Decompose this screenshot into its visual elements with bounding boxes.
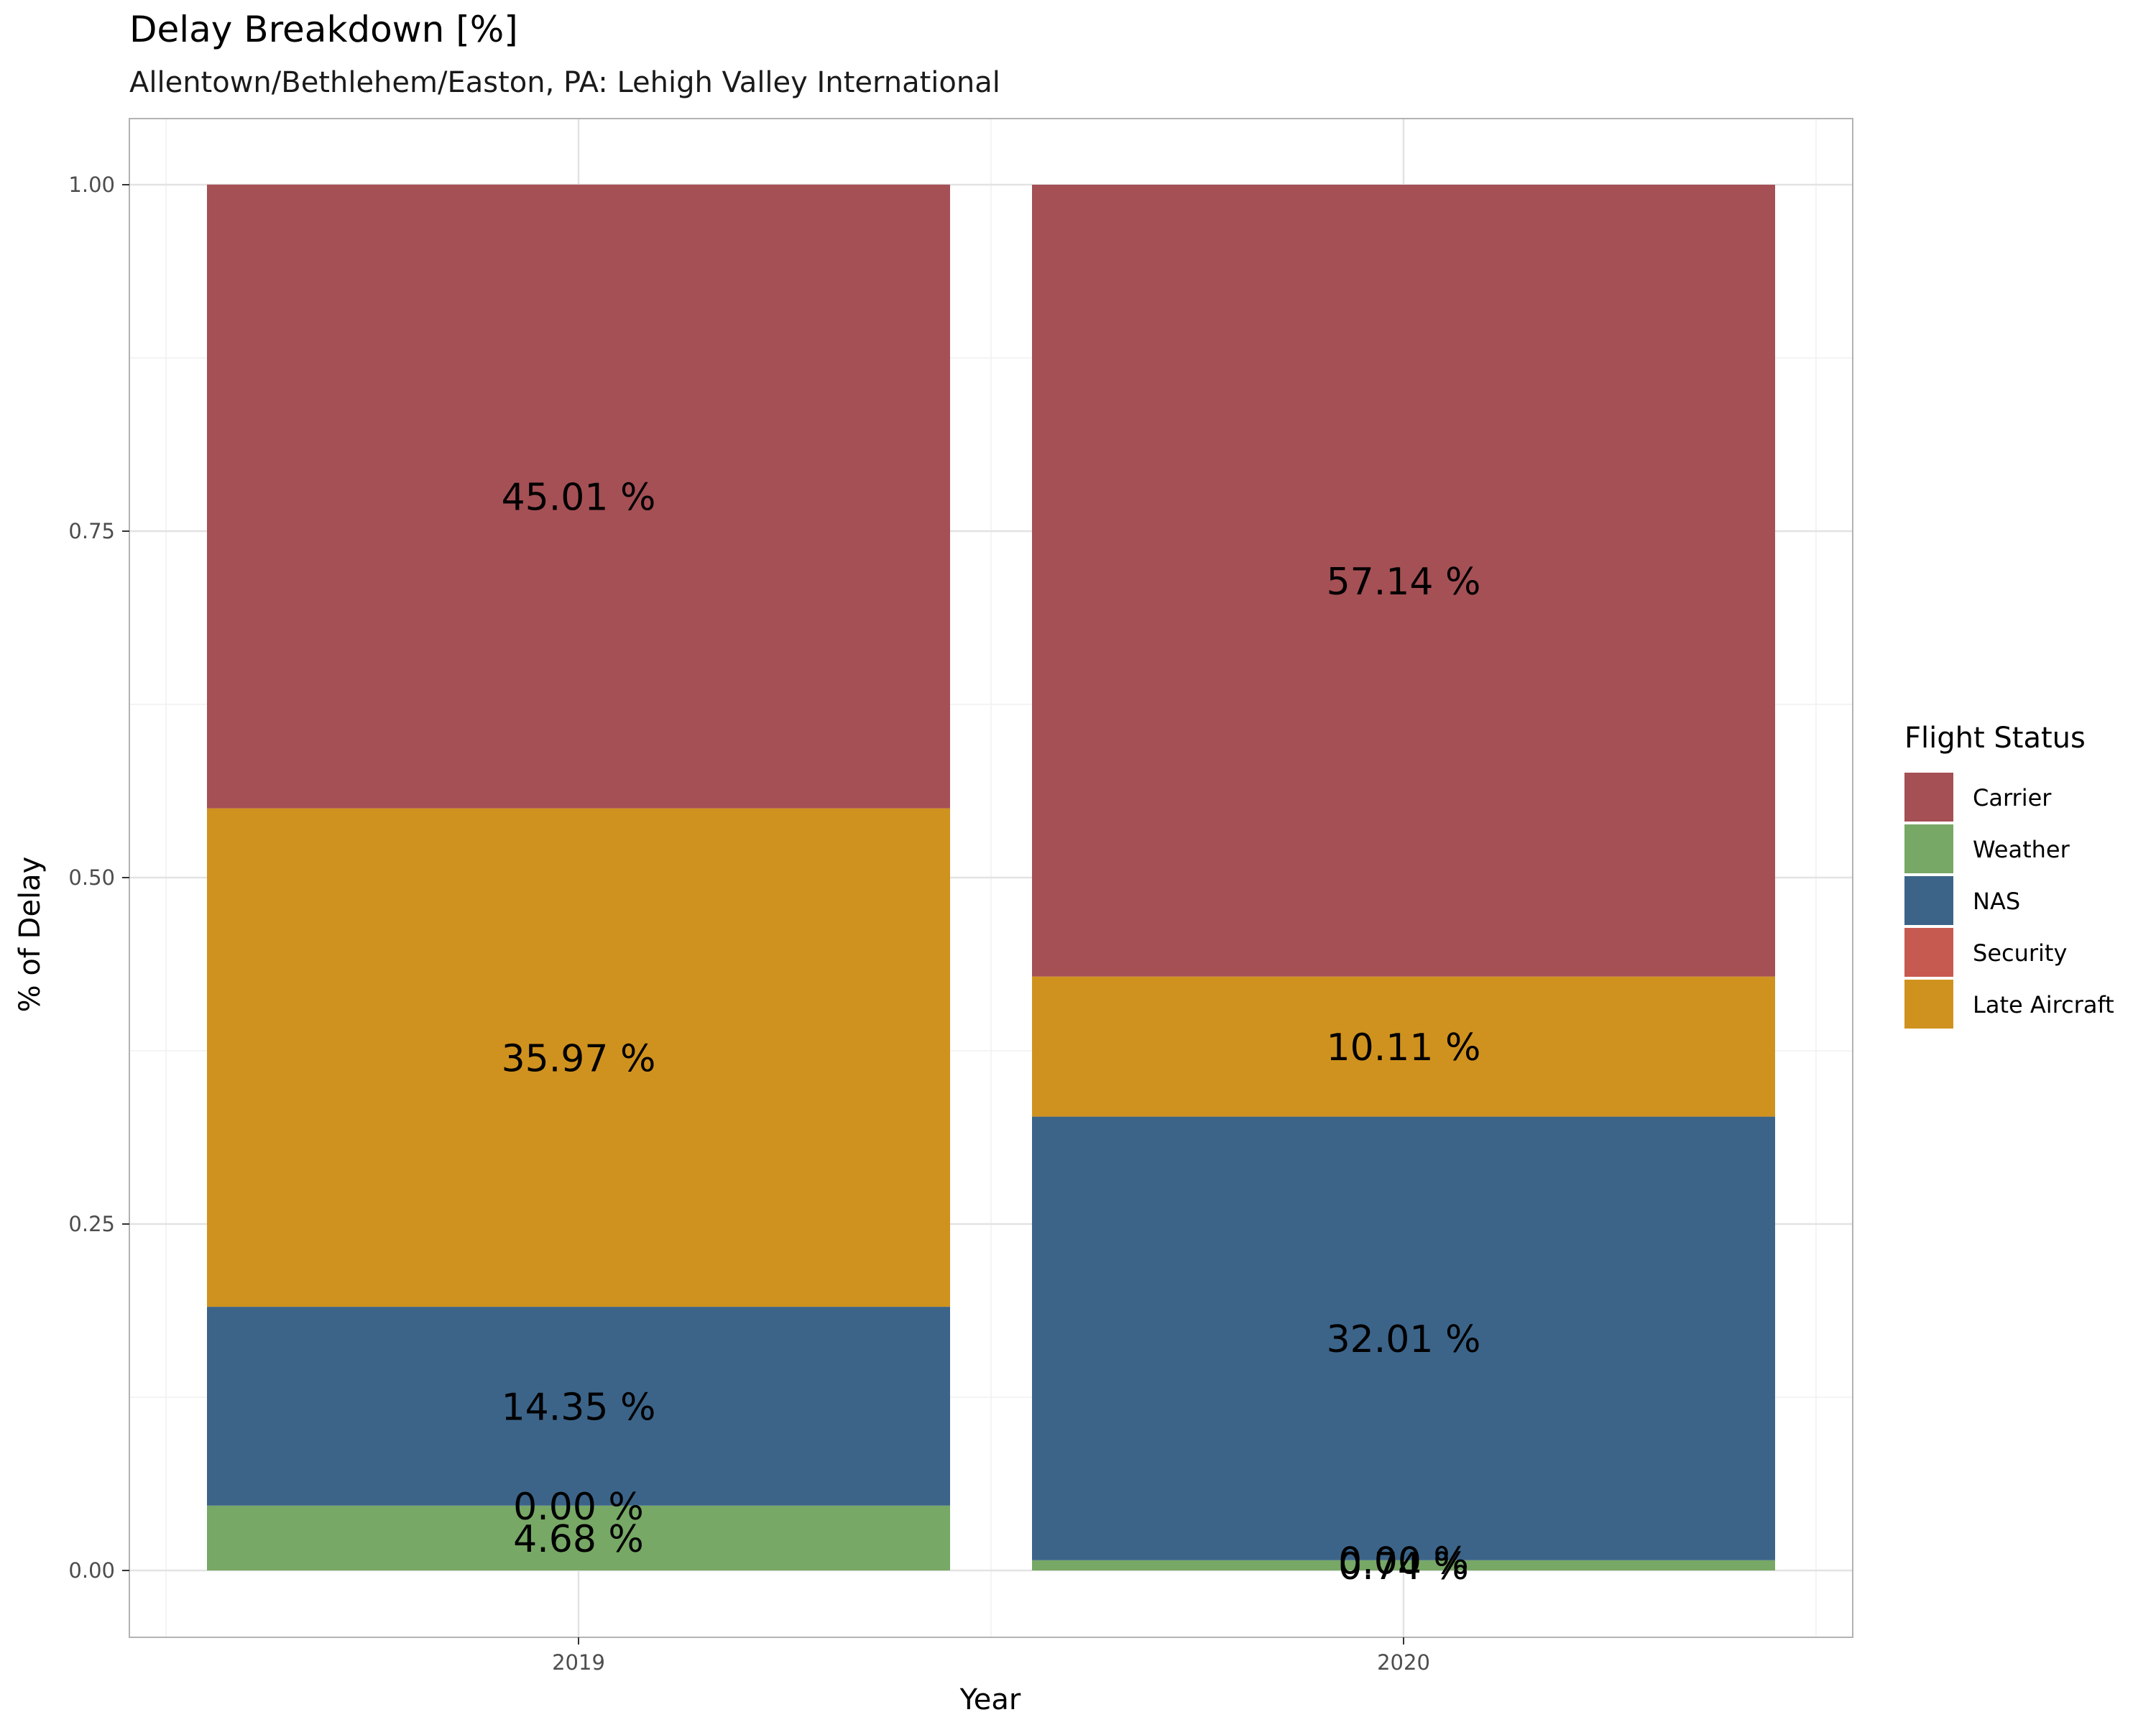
bar-label-2019-nas: 14.35 % xyxy=(502,1386,656,1429)
bar-label-2019-weather: 4.68 % xyxy=(513,1518,644,1561)
y-tick-label: 0.50 xyxy=(68,865,115,890)
bar-2019-late-aircraft xyxy=(207,808,950,1307)
bar-label-2020-nas: 32.01 % xyxy=(1327,1318,1481,1361)
legend-swatch-late-aircraft xyxy=(1904,980,1953,1029)
x-tick-label-2020: 2020 xyxy=(1377,1650,1430,1675)
bar-label-2020-carrier: 57.14 % xyxy=(1327,561,1481,604)
bar-label-2019-carrier: 45.01 % xyxy=(502,477,656,520)
bar-label-2020-late-aircraft: 10.11 % xyxy=(1327,1026,1481,1070)
bar-labels: 4.68 %14.35 %35.97 %45.01 %0.00 %0.74 %3… xyxy=(502,477,1481,1588)
bar-label-2020-weather: 0.74 % xyxy=(1338,1545,1469,1588)
bar-2019-nas xyxy=(207,1307,950,1506)
y-tick-label: 0.25 xyxy=(68,1212,115,1236)
y-tick-label: 0.00 xyxy=(68,1558,115,1583)
legend-label-carrier: Carrier xyxy=(1973,784,2052,811)
y-tick-label: 1.00 xyxy=(68,172,115,197)
legend-label-nas: NAS xyxy=(1973,888,2020,915)
chart-subtitle: Allentown/Bethlehem/Easton, PA: Lehigh V… xyxy=(129,66,1000,99)
bar-2020-nas xyxy=(1032,1116,1775,1560)
legend-title: Flight Status xyxy=(1904,722,2086,755)
bar-2019-weather xyxy=(207,1505,950,1570)
legend-swatch-nas xyxy=(1904,876,1953,925)
bar-2020-late-aircraft xyxy=(1032,976,1775,1117)
bar-stacks xyxy=(207,184,1775,1570)
x-axis-title: Year xyxy=(959,1683,1021,1716)
legend-swatch-weather xyxy=(1904,824,1953,873)
bar-label-2020-security: 0.00 % xyxy=(1338,1540,1469,1583)
y-axis-title: % of Delay xyxy=(14,857,47,1013)
x-tick-label-2019: 2019 xyxy=(552,1650,605,1675)
legend-swatch-carrier xyxy=(1904,773,1953,822)
bar-label-2019-late-aircraft: 35.97 % xyxy=(502,1037,656,1080)
legend-label-weather: Weather xyxy=(1973,836,2070,863)
bar-2020-weather xyxy=(1032,1560,1775,1570)
legend: Flight Status Carrier Weather NAS Security L… xyxy=(1904,722,2114,1029)
legend-label-late-aircraft: Late Aircraft xyxy=(1973,991,2114,1018)
bar-2020-carrier xyxy=(1032,185,1775,977)
bar-2019-carrier xyxy=(207,184,950,809)
y-axis-ticks: 0.00 0.25 0.50 0.75 1.00 xyxy=(68,172,129,1583)
y-tick-label: 0.75 xyxy=(68,519,115,543)
chart-title: Delay Breakdown [%] xyxy=(129,9,518,50)
bar-label-2019-security: 0.00 % xyxy=(513,1486,644,1529)
legend-swatch-security xyxy=(1904,928,1953,977)
x-axis-ticks: 2019 2020 xyxy=(552,1637,1430,1675)
legend-label-security: Security xyxy=(1973,939,2067,967)
